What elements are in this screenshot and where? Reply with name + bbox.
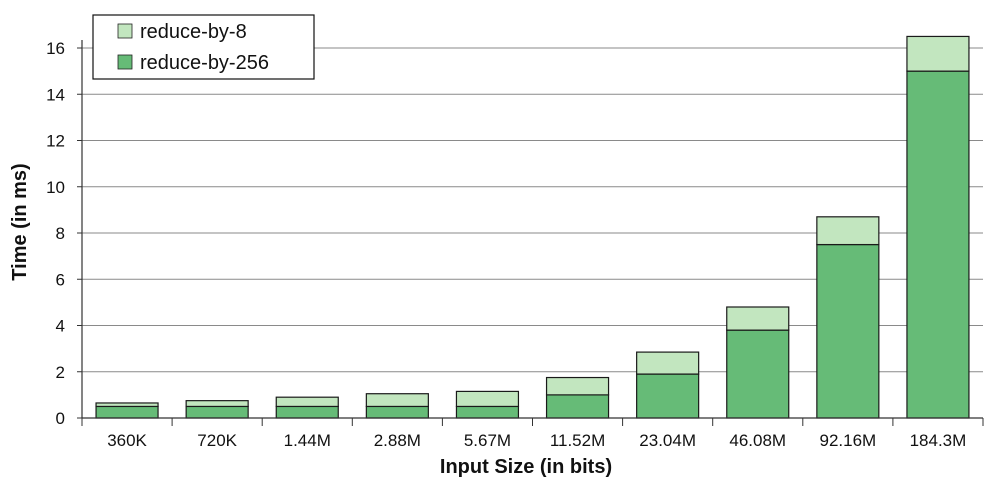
y-tick-label: 16 <box>46 39 65 58</box>
y-tick-label: 12 <box>46 132 65 151</box>
x-tick-label: 23.04M <box>639 431 696 450</box>
x-tick-label: 46.08M <box>729 431 786 450</box>
y-tick-label: 14 <box>46 85 65 104</box>
legend: reduce-by-8 reduce-by-256 <box>92 14 315 80</box>
bar-segment-reduce-by-256 <box>545 394 610 419</box>
y-tick-labels: 0 2 4 6 8 10 12 14 16 <box>46 39 65 428</box>
x-tick-label: 1.44M <box>284 431 331 450</box>
x-tick-label: 360K <box>107 431 147 450</box>
bar-segment-reduce-by-8 <box>365 393 429 408</box>
legend-label-reduce-by-8: reduce-by-8 <box>140 21 247 43</box>
bar-segment-reduce-by-256 <box>636 373 700 419</box>
y-tick-label: 2 <box>56 363 65 382</box>
bar-segment-reduce-by-256 <box>275 405 339 419</box>
bar-segment-reduce-by-256 <box>455 405 520 419</box>
legend-swatch-reduce-by-8 <box>117 23 133 39</box>
x-tick-labels: 360K 720K 1.44M 2.88M 5.67M 11.52M 23.04M 46.08… <box>107 431 966 450</box>
x-tick-label: 11.52M <box>550 431 605 450</box>
x-tick-label: 184.3M <box>910 431 967 450</box>
legend-swatch-reduce-by-256 <box>117 54 133 70</box>
bar-segment-reduce-by-256 <box>906 70 970 419</box>
bar-segment-reduce-by-8 <box>185 400 249 408</box>
bar-segment-reduce-by-256 <box>95 405 159 419</box>
bar-segment-reduce-by-8 <box>726 306 790 331</box>
bar-segment-reduce-by-256 <box>816 243 880 419</box>
x-tick-label: 720K <box>197 431 237 450</box>
x-tick-label: 92.16M <box>819 431 876 450</box>
y-tick-label: 4 <box>56 317 65 336</box>
bar-segment-reduce-by-8 <box>95 402 159 408</box>
bar-segment-reduce-by-8 <box>816 216 880 246</box>
y-axis-title: Time (in ms) <box>9 163 31 280</box>
y-tick-label: 10 <box>46 178 65 197</box>
y-tick-label: 0 <box>56 409 65 428</box>
y-tick-label: 6 <box>56 270 65 289</box>
x-tick-label: 2.88M <box>374 431 421 450</box>
x-axis-title: Input Size (in bits) <box>440 456 612 478</box>
bar-segment-reduce-by-8 <box>275 396 339 408</box>
y-tick-label: 8 <box>56 224 65 243</box>
axes <box>81 40 984 426</box>
bar-segment-reduce-by-8 <box>545 376 610 396</box>
bar-segment-reduce-by-256 <box>365 405 429 419</box>
x-tick-label: 5.67M <box>464 431 511 450</box>
bar-segment-reduce-by-8 <box>636 351 700 375</box>
bar-segment-reduce-by-256 <box>726 329 790 419</box>
bar-segment-reduce-by-8 <box>906 35 970 72</box>
bar-segment-reduce-by-256 <box>185 405 249 419</box>
legend-label-reduce-by-256: reduce-by-256 <box>140 52 269 74</box>
bar-segment-reduce-by-8 <box>455 390 520 408</box>
gridlines <box>77 47 983 419</box>
bars <box>95 35 970 419</box>
